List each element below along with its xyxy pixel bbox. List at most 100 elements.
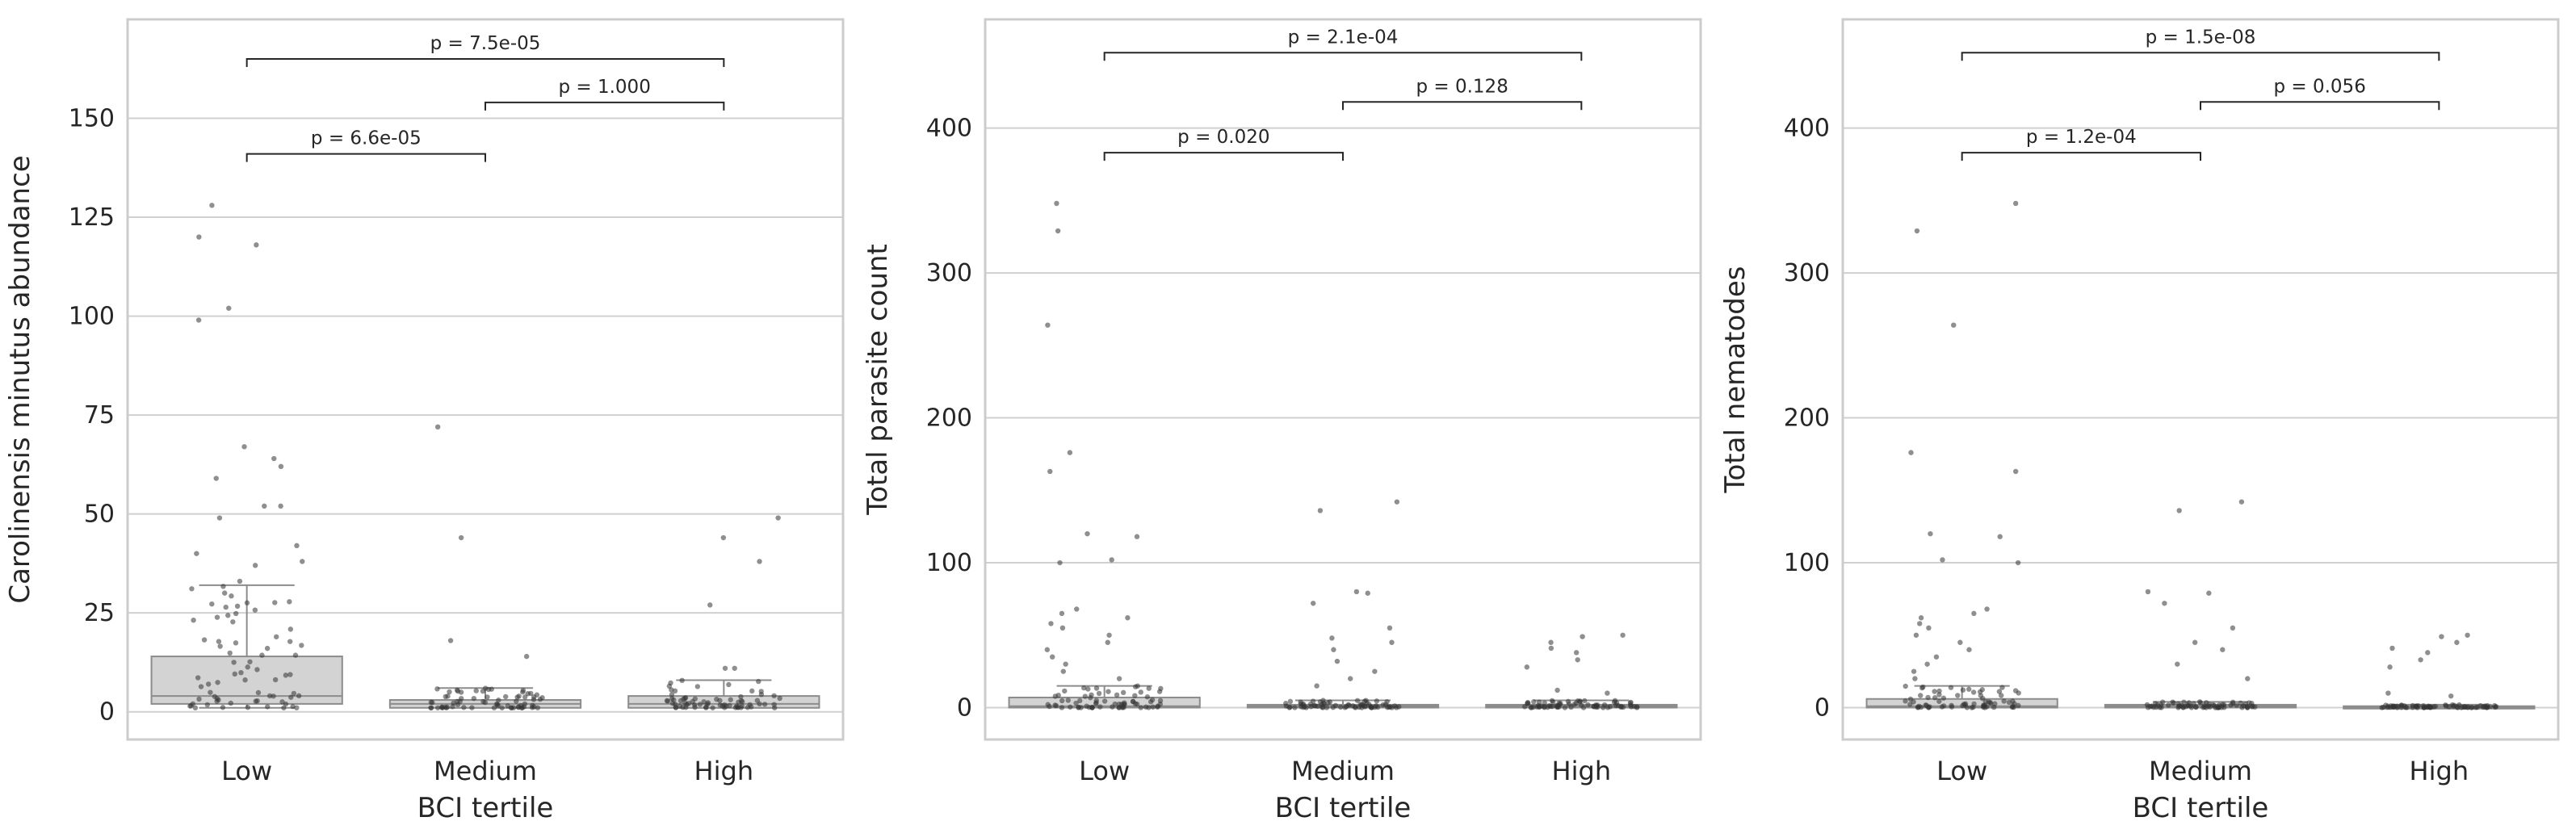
data-point: [231, 660, 237, 665]
data-point: [1936, 692, 1942, 698]
data-point: [732, 665, 737, 671]
data-point: [1089, 692, 1094, 698]
data-point: [194, 551, 199, 556]
data-point: [2162, 601, 2167, 606]
data-point: [1542, 700, 1548, 706]
data-point: [1620, 704, 1626, 710]
data-point: [1562, 705, 1568, 710]
data-point: [2175, 705, 2181, 710]
data-point: [1575, 657, 1580, 663]
data-point: [1936, 688, 1942, 694]
y-tick-label: 50: [84, 501, 115, 529]
data-point: [1615, 702, 1621, 709]
data-point: [220, 584, 226, 589]
data-point: [228, 700, 234, 706]
data-point: [1302, 704, 1307, 710]
data-point: [1144, 694, 1151, 700]
data-point: [434, 686, 440, 692]
data-point: [1391, 703, 1398, 709]
data-point: [523, 653, 530, 660]
data-point: [1093, 685, 1100, 691]
data-point: [454, 687, 460, 693]
x-tick-label-low: Low: [221, 756, 272, 786]
data-point: [241, 444, 247, 450]
data-point: [1320, 705, 1326, 710]
data-point: [1332, 702, 1339, 709]
data-point: [722, 665, 728, 671]
data-point: [247, 659, 253, 664]
data-point: [738, 705, 744, 710]
data-point: [2145, 705, 2151, 710]
data-point: [279, 699, 285, 705]
data-point: [259, 652, 265, 658]
data-point: [514, 698, 519, 704]
data-point: [677, 703, 683, 709]
data-point: [2012, 688, 2019, 693]
data-point: [1365, 590, 1370, 596]
data-point: [2016, 702, 2021, 709]
data-point: [1920, 684, 1926, 690]
x-tick-label-medium: Medium: [2149, 756, 2252, 786]
data-point: [209, 203, 215, 208]
y-tick-label: 0: [99, 698, 115, 727]
p-value-label: p = 0.128: [1416, 76, 1508, 97]
data-point: [1096, 690, 1102, 697]
data-point: [1138, 705, 1143, 710]
y-axis-label: Total nematodes: [1719, 266, 1752, 494]
data-point: [443, 693, 448, 700]
data-point: [1109, 557, 1114, 563]
y-tick-label: 300: [1784, 259, 1830, 287]
p-value-label: p = 1.2e-04: [2026, 127, 2137, 148]
data-point: [1903, 683, 1908, 689]
data-point: [1384, 699, 1390, 705]
data-point: [1059, 698, 1065, 704]
y-tick-label: 300: [926, 259, 972, 287]
x-axis-label: BCI tertile: [417, 792, 554, 824]
data-point: [1324, 705, 1330, 710]
data-point: [480, 688, 486, 694]
data-point: [1134, 534, 1140, 539]
data-point: [489, 686, 494, 692]
data-point: [233, 610, 239, 617]
data-point: [2012, 468, 2019, 475]
data-point: [2398, 702, 2405, 708]
data-point: [1984, 606, 1990, 612]
data-point: [278, 463, 284, 470]
data-point: [271, 455, 277, 462]
y-tick-label: 100: [926, 549, 972, 577]
data-point: [1903, 698, 1908, 704]
data-point: [1961, 702, 1967, 707]
data-point: [1292, 705, 1298, 710]
data-point: [232, 671, 237, 677]
data-point: [1926, 625, 1932, 631]
data-point: [227, 650, 233, 656]
p-value-label: p = 0.056: [2273, 76, 2365, 97]
data-point: [669, 692, 675, 698]
data-point: [2006, 699, 2012, 706]
data-point: [1331, 647, 1336, 652]
data-point: [1286, 705, 1292, 710]
data-point: [196, 234, 202, 240]
data-point: [1044, 647, 1051, 652]
data-point: [2485, 702, 2490, 709]
data-point: [461, 705, 467, 710]
data-point: [720, 534, 727, 541]
p-value-label: p = 6.6e-05: [311, 128, 422, 149]
data-point: [1315, 703, 1320, 710]
y-tick-label: 200: [1784, 404, 1830, 433]
data-point: [1923, 702, 1928, 708]
data-point: [213, 476, 219, 481]
data-point: [2387, 664, 2393, 670]
y-tick-label: 0: [957, 694, 972, 723]
data-point: [1955, 693, 1961, 698]
data-point: [1940, 557, 1945, 563]
data-point: [1353, 589, 1360, 595]
data-point: [300, 559, 305, 564]
data-point: [2193, 704, 2199, 710]
data-point: [1580, 634, 1585, 639]
data-point: [450, 704, 455, 710]
data-point: [1105, 639, 1110, 645]
data-point: [761, 702, 768, 707]
data-point: [1287, 698, 1294, 705]
data-point: [1607, 704, 1613, 710]
